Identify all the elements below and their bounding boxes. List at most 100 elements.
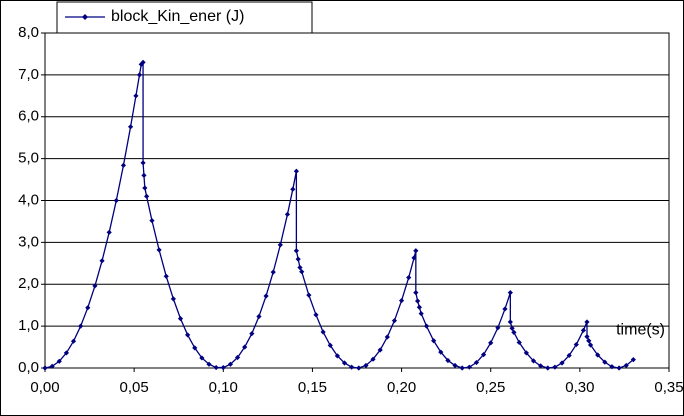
data-point — [416, 304, 422, 310]
x-tick-label: 0,20 — [387, 379, 416, 396]
y-tick-label: 5,0 — [18, 150, 39, 167]
data-point — [511, 329, 517, 336]
data-point — [384, 334, 390, 340]
legend-marker — [82, 14, 88, 20]
data-point — [431, 338, 437, 344]
y-tick-label: 0,0 — [18, 359, 39, 376]
data-point — [488, 340, 494, 346]
data-point — [623, 362, 629, 369]
data-point — [507, 290, 513, 296]
data-point — [140, 160, 146, 166]
data-point — [356, 365, 362, 371]
data-point — [140, 59, 146, 65]
data-point — [377, 347, 383, 353]
x-tick-label: 0,10 — [209, 379, 238, 396]
y-tick-label: 6,0 — [18, 108, 39, 125]
data-point — [398, 297, 405, 304]
data-point — [313, 312, 319, 318]
y-tick-label: 1,0 — [18, 317, 39, 334]
y-tick-label: 8,0 — [18, 24, 39, 41]
data-point — [495, 325, 501, 331]
data-point — [63, 350, 69, 356]
y-tick-label: 3,0 — [18, 233, 39, 250]
data-point — [391, 318, 398, 324]
data-point — [141, 172, 147, 178]
data-point — [530, 358, 537, 364]
data-point — [156, 247, 162, 253]
data-point — [70, 338, 77, 344]
data-point — [177, 315, 184, 322]
data-point — [587, 342, 594, 348]
data-point — [106, 229, 112, 235]
data-point — [185, 332, 191, 338]
data-point — [473, 359, 480, 366]
data-point — [144, 193, 150, 199]
data-point — [85, 305, 91, 311]
data-point — [99, 258, 105, 264]
data-point — [334, 353, 340, 359]
data-point — [502, 306, 508, 312]
data-point — [290, 186, 296, 192]
data-point — [127, 124, 134, 130]
data-point — [136, 72, 143, 78]
data-point — [306, 292, 312, 298]
data-point — [206, 361, 212, 367]
data-point — [507, 319, 513, 325]
data-point — [415, 298, 421, 304]
data-point — [538, 363, 544, 369]
x-tick-label: 0,30 — [565, 379, 594, 396]
data-point — [293, 168, 299, 174]
data-point — [609, 364, 615, 370]
y-tick-label: 4,0 — [18, 191, 39, 208]
data-point — [413, 248, 419, 254]
data-point — [277, 242, 283, 248]
x-tick-label: 0,00 — [30, 379, 59, 396]
data-point — [234, 354, 241, 361]
data-point — [406, 274, 412, 281]
x-tick-label: 0,15 — [298, 379, 327, 396]
data-point — [293, 248, 299, 254]
data-point — [584, 319, 590, 325]
x-tick-label: 0,05 — [120, 379, 149, 396]
data-point — [170, 296, 176, 302]
data-point — [509, 325, 515, 331]
data-point — [341, 360, 348, 366]
data-point — [227, 361, 234, 367]
data-point — [295, 256, 301, 262]
data-point — [566, 352, 572, 359]
data-point — [438, 349, 444, 355]
data-point — [411, 255, 417, 261]
data-point — [418, 310, 424, 317]
data-point — [256, 313, 262, 320]
data-point — [552, 364, 558, 370]
data-point — [602, 359, 608, 365]
data-point — [142, 185, 148, 191]
data-point — [42, 365, 48, 371]
data-point — [284, 211, 291, 217]
data-point — [299, 269, 305, 275]
data-point — [616, 365, 622, 371]
x-axis-label: time(s) — [616, 322, 665, 339]
data-point — [133, 93, 139, 99]
data-point — [242, 344, 248, 350]
data-point — [163, 273, 169, 279]
data-point — [213, 364, 219, 371]
data-point — [49, 363, 55, 369]
data-point — [349, 364, 355, 370]
data-point — [297, 264, 303, 271]
data-point — [559, 360, 565, 366]
data-point — [113, 197, 119, 204]
data-point — [56, 358, 62, 364]
data-point — [192, 345, 198, 351]
data-point — [92, 283, 98, 289]
data-point — [249, 331, 255, 337]
data-point — [630, 357, 636, 363]
data-point — [263, 293, 269, 299]
data-point — [149, 218, 155, 224]
data-point — [220, 364, 226, 371]
data-point — [270, 269, 276, 275]
data-point — [445, 357, 451, 364]
data-point — [363, 362, 369, 369]
data-point — [320, 329, 326, 335]
x-tick-label: 0,35 — [654, 379, 683, 396]
